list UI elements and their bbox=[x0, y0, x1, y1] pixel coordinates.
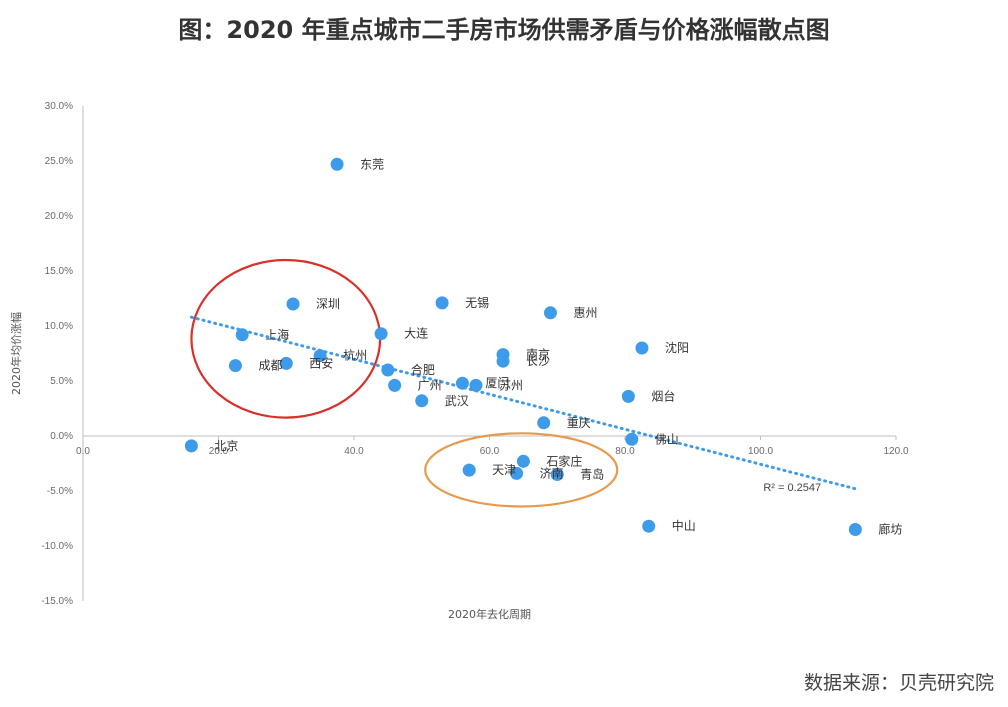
x-tick-label: 20.0 bbox=[209, 446, 229, 457]
r-squared-label: R² = 0.2547 bbox=[763, 482, 821, 494]
point-label: 烟台 bbox=[651, 388, 675, 403]
trendline bbox=[189, 315, 857, 491]
point-label: 合肥 bbox=[411, 362, 435, 377]
point-label: 苏州 bbox=[499, 378, 523, 392]
highlight-ellipse bbox=[424, 432, 619, 508]
x-tick-label: 60.0 bbox=[480, 446, 500, 457]
point-label: 东莞 bbox=[360, 157, 384, 171]
data-point bbox=[635, 341, 649, 355]
point-label: 上海 bbox=[265, 327, 289, 342]
data-point bbox=[625, 432, 639, 446]
x-tick-label: 100.0 bbox=[748, 446, 773, 457]
data-point bbox=[374, 327, 388, 341]
point-label: 廊坊 bbox=[878, 522, 902, 537]
data-point bbox=[455, 376, 469, 390]
data-point bbox=[462, 463, 476, 477]
point-label: 沈阳 bbox=[665, 340, 689, 355]
point-label: 杭州 bbox=[343, 348, 367, 363]
data-point bbox=[228, 359, 242, 373]
trendline-layer: R² = 0.2547 bbox=[189, 315, 857, 494]
point-label: 厦门 bbox=[485, 375, 509, 390]
data-point bbox=[642, 519, 656, 533]
y-tick-label: 30.0% bbox=[45, 101, 73, 112]
data-point bbox=[388, 378, 402, 392]
point-label: 武汉 bbox=[445, 394, 469, 408]
y-tick-label: 10.0% bbox=[45, 321, 73, 332]
point-label: 南京 bbox=[526, 347, 550, 362]
point-label: 无锡 bbox=[465, 295, 489, 310]
point-label: 青岛 bbox=[580, 467, 604, 482]
point-label: 中山 bbox=[672, 518, 696, 533]
y-tick-label: -10.0% bbox=[41, 541, 73, 552]
data-point bbox=[543, 306, 557, 320]
data-point bbox=[516, 454, 530, 468]
point-label: 天津 bbox=[492, 463, 516, 477]
x-tick-label: 40.0 bbox=[344, 446, 364, 457]
data-point bbox=[848, 523, 862, 536]
point-label: 西安 bbox=[309, 355, 333, 370]
x-tick-label: 80.0 bbox=[615, 446, 635, 457]
point-label: 广州 bbox=[418, 378, 442, 392]
data-point bbox=[235, 328, 249, 342]
data-point bbox=[435, 296, 449, 310]
data-point bbox=[621, 389, 635, 403]
x-tick-label: 0.0 bbox=[76, 446, 90, 457]
point-label: 惠州 bbox=[573, 306, 597, 320]
y-tick-label: 25.0% bbox=[45, 156, 73, 167]
point-label: 成都 bbox=[258, 359, 282, 373]
axes-layer: 30.0% 25.0% 20.0% 15.0% 10.0% 5.0% 0.0% -5.0% -1… bbox=[9, 101, 909, 621]
point-label: 长沙 bbox=[526, 354, 550, 368]
y-axis-title: 2020年均价涨幅 bbox=[9, 312, 23, 395]
data-point bbox=[286, 297, 300, 311]
data-point bbox=[469, 378, 483, 392]
y-tick-label: 20.0% bbox=[45, 211, 73, 222]
data-point bbox=[510, 466, 524, 480]
point-label: 佛山 bbox=[655, 432, 679, 446]
data-point bbox=[550, 468, 564, 481]
data-point bbox=[330, 157, 344, 171]
chart-title: 图：2020 年重点城市二手房市场供需矛盾与价格涨幅散点图 bbox=[178, 16, 830, 44]
data-point bbox=[381, 363, 395, 377]
data-point bbox=[496, 354, 510, 368]
points-layer bbox=[184, 157, 862, 536]
y-tick-label: -15.0% bbox=[41, 596, 73, 607]
point-label: 济南 bbox=[540, 465, 564, 480]
data-point bbox=[184, 439, 198, 453]
point-label: 重庆 bbox=[567, 416, 591, 430]
point-label: 北京 bbox=[214, 439, 238, 453]
x-axis-title: 2020年去化周期 bbox=[448, 607, 531, 621]
data-point bbox=[313, 349, 327, 363]
y-tick-label: 15.0% bbox=[45, 266, 73, 277]
y-tick-label: 5.0% bbox=[50, 376, 73, 387]
x-tick-label: 120.0 bbox=[883, 446, 908, 457]
data-source: 数据来源：贝壳研究院 bbox=[803, 672, 994, 694]
y-tick-label: 0.0% bbox=[50, 431, 73, 442]
data-point bbox=[537, 416, 551, 430]
data-point bbox=[279, 356, 293, 370]
data-point bbox=[415, 394, 429, 408]
y-tick-label: -5.0% bbox=[47, 486, 73, 497]
point-label: 深圳 bbox=[316, 297, 340, 311]
point-label: 石家庄 bbox=[546, 453, 582, 468]
point-label: 大连 bbox=[404, 326, 428, 341]
